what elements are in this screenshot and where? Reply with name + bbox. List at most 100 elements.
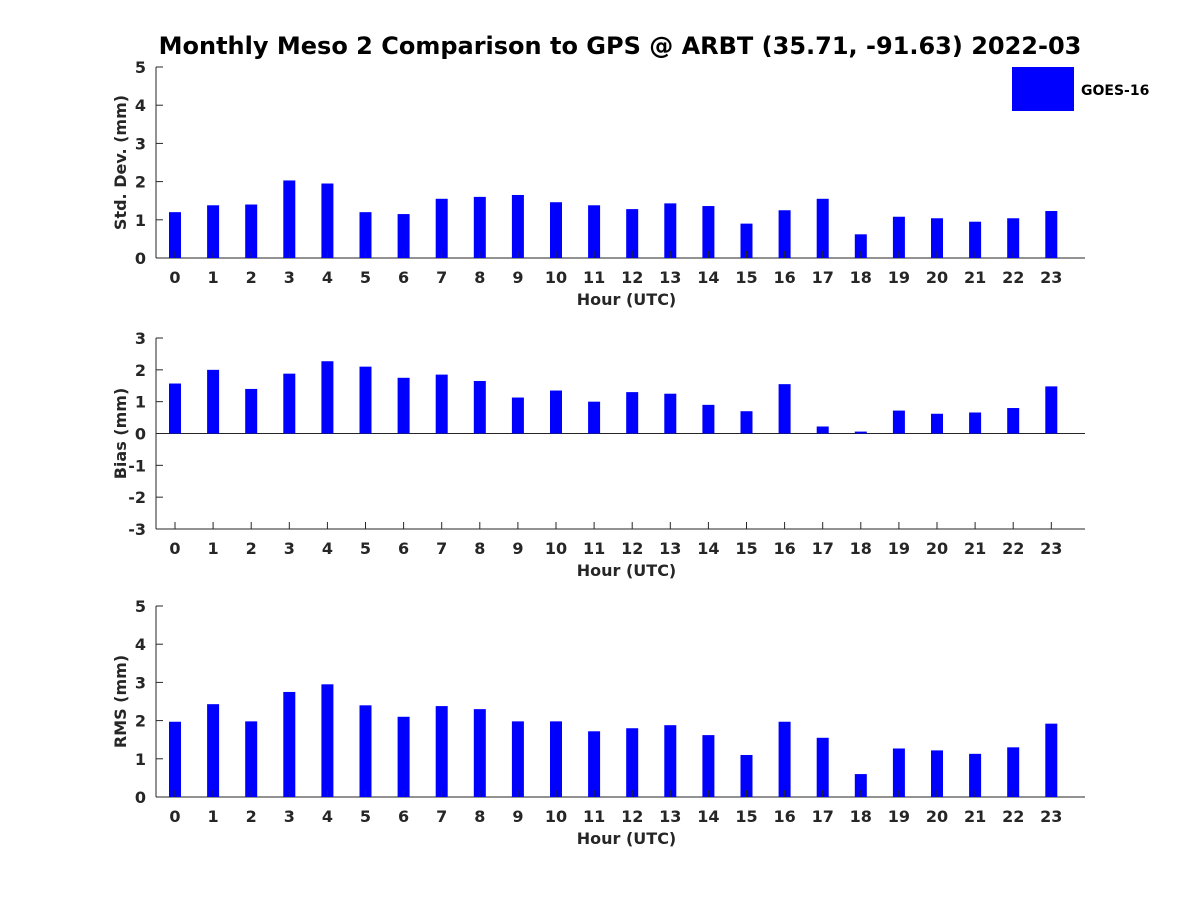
x-tick-label: 14 bbox=[697, 268, 719, 287]
x-tick-label: 0 bbox=[169, 807, 180, 826]
x-tick-label: 18 bbox=[850, 807, 872, 826]
x-tick-label: 2 bbox=[246, 539, 257, 558]
y-tick-label: 5 bbox=[135, 58, 146, 77]
x-tick-label: 11 bbox=[583, 539, 605, 558]
bar-std-dev-14 bbox=[702, 206, 715, 258]
bar-std-dev-16 bbox=[778, 210, 791, 258]
bar-std-dev-12 bbox=[626, 209, 639, 258]
x-tick-label: 20 bbox=[926, 268, 948, 287]
y-tick-label: 0 bbox=[135, 788, 146, 807]
x-tick-label: 12 bbox=[621, 268, 643, 287]
bar-bias-14 bbox=[702, 404, 715, 434]
bar-bias-5 bbox=[359, 366, 372, 434]
bar-rms-2 bbox=[245, 721, 258, 797]
x-tick-label: 18 bbox=[850, 539, 872, 558]
y-tick-label: 2 bbox=[135, 361, 146, 380]
y-axis-label: RMS (mm) bbox=[111, 655, 130, 748]
legend: GOES-16 bbox=[1012, 67, 1149, 111]
bar-bias-7 bbox=[435, 374, 448, 434]
bar-rms-15 bbox=[740, 754, 753, 797]
x-tick-label: 4 bbox=[322, 807, 333, 826]
x-tick-label: 2 bbox=[246, 268, 257, 287]
x-tick-label: 16 bbox=[773, 807, 795, 826]
x-tick-label: 14 bbox=[697, 539, 719, 558]
bar-rms-10 bbox=[550, 721, 562, 797]
x-tick-label: 2 bbox=[246, 807, 257, 826]
bar-rms-22 bbox=[1007, 747, 1020, 797]
bar-std-dev-6 bbox=[397, 214, 410, 258]
bar-rms-6 bbox=[397, 716, 410, 797]
bar-std-dev-0 bbox=[169, 212, 181, 258]
x-tick-label: 17 bbox=[812, 539, 834, 558]
x-tick-label: 16 bbox=[773, 268, 795, 287]
y-tick-label: 0 bbox=[135, 249, 146, 268]
bar-bias-19 bbox=[892, 410, 905, 434]
x-tick-label: 3 bbox=[284, 539, 295, 558]
x-tick-label: 4 bbox=[322, 539, 333, 558]
bar-bias-0 bbox=[169, 383, 181, 434]
x-tick-label: 20 bbox=[926, 807, 948, 826]
bar-bias-9 bbox=[511, 397, 524, 434]
x-tick-label: 8 bbox=[474, 268, 485, 287]
x-tick-label: 19 bbox=[888, 807, 910, 826]
bar-rms-3 bbox=[283, 691, 296, 797]
x-tick-label: 6 bbox=[398, 539, 409, 558]
x-tick-label: 15 bbox=[735, 268, 757, 287]
y-axis-label: Std. Dev. (mm) bbox=[111, 95, 130, 230]
bar-bias-16 bbox=[778, 384, 791, 434]
bar-bias-12 bbox=[626, 392, 639, 434]
bar-rms-4 bbox=[321, 684, 334, 797]
bar-std-dev-4 bbox=[321, 183, 334, 258]
x-tick-label: 21 bbox=[964, 539, 986, 558]
bar-std-dev-18 bbox=[854, 234, 867, 258]
bar-rms-20 bbox=[931, 750, 943, 797]
x-tick-label: 10 bbox=[545, 268, 567, 287]
bar-bias-23 bbox=[1045, 386, 1058, 434]
bar-bias-11 bbox=[588, 401, 601, 434]
x-tick-label: 7 bbox=[436, 539, 447, 558]
y-tick-label: 5 bbox=[135, 597, 146, 616]
x-tick-label: 7 bbox=[436, 807, 447, 826]
bar-std-dev-20 bbox=[931, 218, 943, 258]
bar-rms-8 bbox=[473, 709, 486, 797]
x-tick-label: 12 bbox=[621, 539, 643, 558]
bar-std-dev-5 bbox=[359, 212, 372, 258]
x-tick-label: 18 bbox=[850, 268, 872, 287]
x-tick-label: 1 bbox=[208, 807, 219, 826]
bar-bias-20 bbox=[931, 413, 943, 434]
bar-rms-21 bbox=[969, 753, 982, 797]
bar-rms-11 bbox=[588, 731, 601, 797]
x-tick-label: 22 bbox=[1002, 539, 1024, 558]
x-tick-label: 11 bbox=[583, 807, 605, 826]
bar-rms-1 bbox=[207, 704, 220, 797]
bar-std-dev-23 bbox=[1045, 211, 1058, 258]
x-tick-label: 15 bbox=[735, 807, 757, 826]
x-tick-label: 23 bbox=[1040, 807, 1062, 826]
x-axis-label: Hour (UTC) bbox=[577, 561, 677, 580]
x-tick-label: 21 bbox=[964, 807, 986, 826]
bar-bias-15 bbox=[740, 411, 753, 434]
bar-std-dev-10 bbox=[550, 202, 562, 258]
y-tick-label: 3 bbox=[135, 134, 146, 153]
bar-std-dev-3 bbox=[283, 180, 296, 258]
x-tick-label: 13 bbox=[659, 539, 681, 558]
x-tick-label: 7 bbox=[436, 268, 447, 287]
y-axis-label: Bias (mm) bbox=[111, 388, 130, 480]
bar-rms-5 bbox=[359, 705, 372, 797]
bar-rms-18 bbox=[854, 774, 867, 797]
x-tick-label: 4 bbox=[322, 268, 333, 287]
bar-rms-12 bbox=[626, 728, 639, 797]
x-tick-label: 5 bbox=[360, 539, 371, 558]
bar-std-dev-8 bbox=[473, 196, 486, 258]
y-tick-label: 4 bbox=[135, 96, 146, 115]
x-tick-label: 19 bbox=[888, 268, 910, 287]
bar-std-dev-7 bbox=[435, 198, 448, 258]
y-tick-label: 2 bbox=[135, 712, 146, 731]
bar-std-dev-9 bbox=[511, 194, 524, 258]
x-tick-label: 0 bbox=[169, 268, 180, 287]
x-tick-label: 19 bbox=[888, 539, 910, 558]
bar-std-dev-21 bbox=[969, 221, 982, 258]
